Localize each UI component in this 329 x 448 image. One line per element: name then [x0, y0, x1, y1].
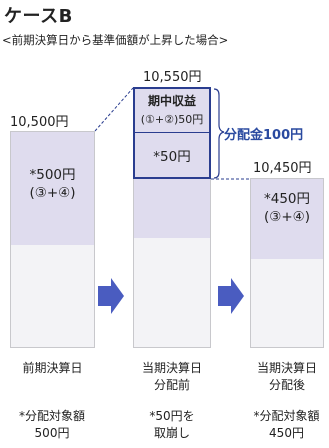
col2-price-label: 10,550円	[143, 70, 202, 85]
col1-price-label: 10,500円	[10, 115, 69, 130]
col1-note-line2: 500円	[34, 426, 70, 441]
col2-note: *50円を 取崩し	[128, 408, 216, 443]
case-title: ケースB	[4, 6, 73, 27]
col3-note: *分配対象額 450円	[244, 408, 329, 443]
col2-note-line2: 取崩し	[153, 426, 190, 441]
col3-shaded-portion	[251, 179, 323, 259]
col3-note-line2: 450円	[269, 426, 304, 441]
arrow-right-2-icon	[218, 278, 244, 314]
col3-inner-line2: (③+④)	[263, 209, 311, 226]
col3-inner-line1: *450円	[263, 191, 311, 207]
col2-inner-line1: *50円	[153, 149, 191, 165]
col3-note-line1: *分配対象額	[253, 409, 320, 423]
col1-caption: 前期決算日	[22, 361, 83, 375]
col2-note-line1: *50円を	[149, 409, 195, 423]
col1-note-line1: *分配対象額	[18, 409, 85, 423]
dashed-line-col1-col2	[94, 87, 134, 132]
col1-note: *分配対象額 500円	[0, 408, 104, 443]
case-subtitle: <前期決算日から基準価額が上昇した場合>	[2, 33, 229, 47]
col2-income-divider	[135, 132, 209, 133]
col3-caption-line2: 分配後	[268, 377, 305, 392]
col1-shaded-portion	[11, 132, 94, 245]
distribution-amount-label: 分配金100円	[224, 128, 304, 143]
distribution-brace	[213, 88, 225, 179]
col2-caption: 当期決算日 分配前	[128, 360, 216, 394]
col1-inner-line1: *500円	[29, 167, 76, 183]
col2-caption-line1: 当期決算日	[141, 361, 202, 375]
col3-caption: 当期決算日 分配後	[245, 360, 329, 394]
col2-distribution-box	[133, 87, 211, 179]
col1-inner-text: *500円 (③+④)	[11, 166, 94, 202]
col2-income-title: 期中収益	[147, 94, 196, 108]
col3-price-label: 10,450円	[253, 161, 312, 176]
col2-income-sub: (①+②)50円	[140, 113, 204, 126]
col3-inner-text: *450円 (③+④)	[251, 190, 323, 226]
col2-caption-line2: 分配前	[153, 377, 190, 392]
arrow-right-1-icon	[98, 278, 124, 314]
col3-caption-line1: 当期決算日	[256, 361, 317, 375]
col1-inner-line2: (③+④)	[29, 185, 76, 202]
